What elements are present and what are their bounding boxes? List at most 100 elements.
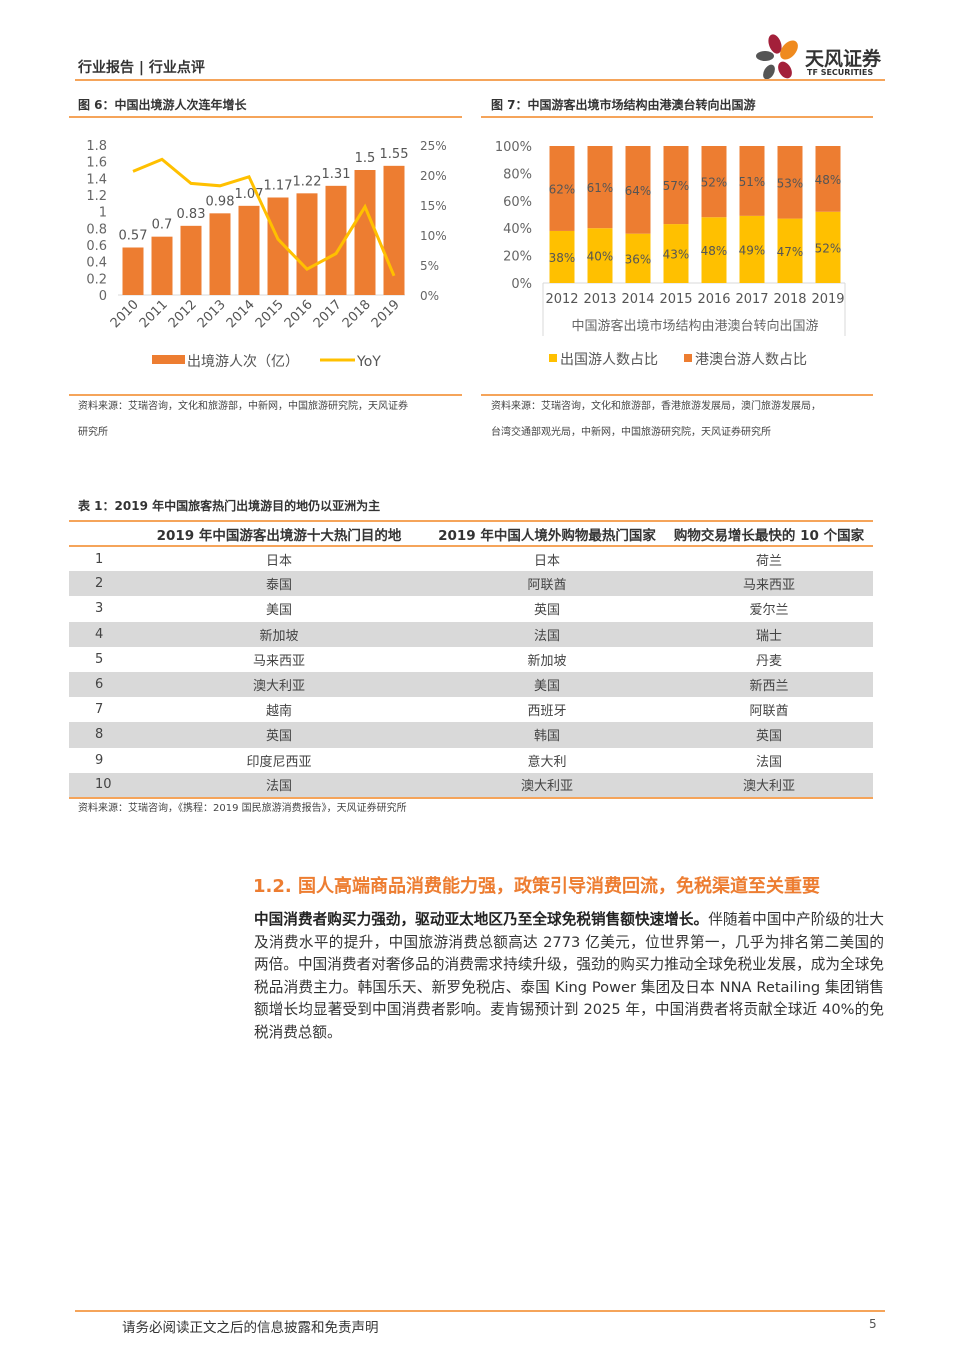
table-cell: 10 bbox=[69, 772, 129, 799]
table-cell: 新加坡 bbox=[527, 653, 567, 669]
y-tick-left: 1.8 bbox=[86, 139, 107, 154]
data-label: 0.57 bbox=[119, 229, 148, 244]
fig6-divider bbox=[69, 116, 462, 118]
table-cell: 英国 bbox=[665, 722, 873, 748]
table-cell: 爱尔兰 bbox=[749, 603, 789, 619]
y-tick-right: 20% bbox=[420, 169, 447, 183]
table-row: 6 澳大利亚 美国 新西兰 bbox=[69, 671, 873, 698]
legend-swatch bbox=[549, 354, 557, 362]
footer-divider bbox=[75, 1310, 885, 1312]
bar bbox=[325, 185, 347, 295]
logo: 天风证券 TF SECURITIES bbox=[755, 32, 890, 82]
data-label: 43% bbox=[663, 248, 690, 262]
table-cell: 澳大利亚 bbox=[129, 671, 429, 698]
table-cell: 5 bbox=[95, 651, 104, 667]
bar bbox=[238, 205, 260, 295]
y-tick-right: 25% bbox=[420, 139, 447, 153]
table-row: 7 越南 西班牙 阿联酋 bbox=[69, 697, 873, 722]
data-label: 52% bbox=[815, 241, 842, 255]
data-label: 1.17 bbox=[264, 179, 293, 194]
logo-subtext: TF SECURITIES bbox=[807, 68, 874, 77]
bar bbox=[296, 193, 318, 295]
bar-overseas bbox=[549, 230, 575, 283]
bar-overseas bbox=[701, 217, 727, 283]
x-tick: 2019 bbox=[811, 292, 844, 307]
x-tick: 2013 bbox=[583, 292, 616, 307]
header-divider bbox=[75, 79, 885, 81]
legend-label: YoY bbox=[356, 354, 381, 370]
bar-hmt bbox=[625, 146, 651, 234]
chart-outbound-trips: 0 0.20.4 0.6 0.81 1.2 1.41.6 1.8 0% 5% 10% 15% 20% 2… bbox=[86, 139, 447, 370]
bar-overseas bbox=[777, 218, 803, 283]
data-label: 51% bbox=[739, 175, 766, 189]
bar-hmt bbox=[587, 146, 613, 229]
y-tick: 40% bbox=[503, 222, 532, 237]
fig7-source: 资料来源：艾瑞咨询，文化和旅游部，香港旅游发展局，澳门旅游发展局， 台湾交通部观光… bbox=[491, 401, 821, 438]
y-tick: 80% bbox=[503, 167, 532, 182]
table-row: 4 新加坡 法国 瑞士 bbox=[69, 621, 873, 647]
legend-swatch-bar bbox=[152, 355, 185, 364]
table-cell: 法国 bbox=[755, 754, 782, 770]
table-cell: 法国 bbox=[129, 772, 429, 799]
bar bbox=[267, 197, 289, 295]
table-cell: 韩国 bbox=[429, 722, 665, 748]
table-row: 2 泰国 阿联酋 马来西亚 bbox=[69, 571, 873, 597]
data-label: 1.22 bbox=[293, 174, 322, 189]
table-cell: 2 bbox=[69, 571, 129, 597]
table-cell: 阿联酋 bbox=[749, 704, 789, 720]
fig6-title: 图 6：中国出境游人次连年增长 bbox=[78, 98, 247, 112]
footer-disclaimer: 请务必阅读正文之后的信息披露和免责声明 bbox=[122, 1320, 379, 1336]
y-tick: 0% bbox=[511, 277, 532, 292]
table-cell: 7 bbox=[95, 702, 104, 718]
bar bbox=[122, 247, 144, 295]
data-label: 64% bbox=[625, 184, 652, 198]
x-tick: 2016 bbox=[697, 292, 730, 307]
fig7-title: 图 7：中国游客出境市场结构由港澳台转向出国游 bbox=[491, 98, 756, 112]
bar-overseas bbox=[815, 211, 841, 283]
table-cell: 泰国 bbox=[129, 571, 429, 597]
x-tick: 2018 bbox=[773, 292, 806, 307]
data-label: 0.98 bbox=[206, 194, 235, 209]
logo-flower-icon bbox=[756, 34, 798, 80]
bar-hmt bbox=[549, 146, 575, 231]
bar-overseas bbox=[663, 224, 689, 283]
x-axis-title: 中国游客出境市场结构由港澳台转向出国游 bbox=[571, 318, 818, 334]
x-tick: 2014 bbox=[621, 292, 654, 307]
table-cell: 印度尼西亚 bbox=[246, 754, 312, 770]
table-cell: 6 bbox=[69, 671, 129, 698]
table-cell: 1 bbox=[95, 551, 104, 567]
bar bbox=[354, 170, 376, 295]
table-cell: 日本 bbox=[265, 553, 292, 569]
table-source: 资料来源：艾瑞咨询，《携程：2019 国民旅游消费报告》，天风证券研究所 bbox=[78, 803, 407, 814]
data-label: 57% bbox=[663, 179, 690, 193]
legend-label: 出国游人数占比 bbox=[560, 352, 658, 368]
data-label: 38% bbox=[549, 251, 576, 265]
data-label: 62% bbox=[549, 182, 576, 196]
logo-text: 天风证券 bbox=[805, 48, 882, 70]
column-header bbox=[69, 520, 129, 547]
y-tick-left: 0.6 bbox=[86, 239, 107, 254]
bar-hmt bbox=[663, 146, 689, 225]
body-text: 伴随着中国中产阶级的壮大及消费水平的提升，中国旅游消费总额高达 2773 亿美元… bbox=[254, 911, 884, 1041]
table-row: 3 美国 英国 爱尔兰 bbox=[69, 596, 873, 621]
lead-sentence: 中国消费者购买力强劲，驱动亚太地区乃至全球免税销售额快速增长。 bbox=[254, 911, 709, 928]
table-cell: 丹麦 bbox=[755, 653, 782, 669]
legend-label: 出境游人次（亿） bbox=[187, 354, 299, 370]
fig6-source: 资料来源：艾瑞咨询，文化和旅游部，中新网，中国旅游研究院，天风证券 研究所 bbox=[78, 401, 408, 438]
section-heading: 1.2. 国人高端商品消费能力强，政策引导消费回流，免税渠道至关重要 bbox=[253, 876, 820, 897]
table-cell: 8 bbox=[69, 722, 129, 748]
bar-overseas bbox=[625, 233, 651, 283]
table-cell: 新加坡 bbox=[129, 621, 429, 647]
data-label: 1.5 bbox=[355, 151, 376, 166]
data-label: 61% bbox=[587, 181, 614, 195]
y-tick-right: 5% bbox=[420, 259, 439, 273]
y-tick-right: 0% bbox=[420, 289, 439, 303]
table-cell: 新西兰 bbox=[665, 671, 873, 698]
chart-market-structure: 0% 20% 40% 60% 80% 100% 38% 62% 2012 40% 61% 2013 36… bbox=[495, 140, 846, 368]
bar-overseas bbox=[739, 215, 765, 283]
data-label: 36% bbox=[625, 252, 652, 266]
legend-label: 港澳台游人数占比 bbox=[695, 352, 807, 368]
table-cell: 法国 bbox=[429, 621, 665, 647]
data-label: 1.31 bbox=[322, 167, 351, 182]
bar bbox=[151, 236, 173, 295]
